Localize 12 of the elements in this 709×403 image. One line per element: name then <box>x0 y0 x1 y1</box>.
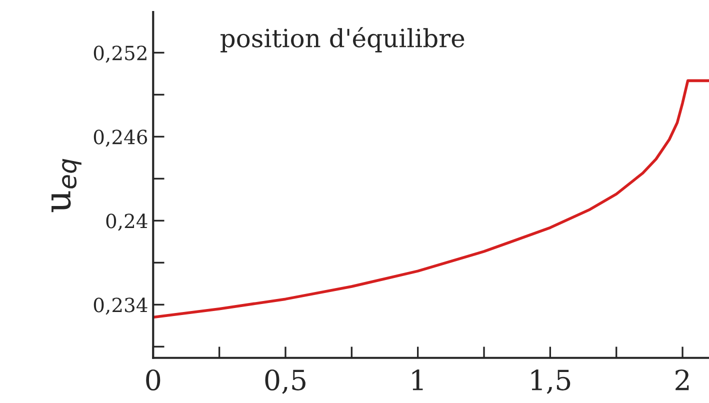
annotation: position d'équilibre <box>220 27 464 52</box>
x-tick-label: 0,5 <box>265 369 306 394</box>
x-tick-label: 2 <box>676 369 689 390</box>
y-tick-label: 0,252 <box>94 46 146 63</box>
y-tick-label: 0,246 <box>94 130 148 147</box>
line-series <box>153 79 709 319</box>
x-tick-label: 1,5 <box>531 369 570 394</box>
y-tick-label: 0,234 <box>94 298 148 315</box>
y-axis-title: u$_{eq}$ <box>52 158 82 212</box>
y-tick-label: 0,24 <box>106 214 148 231</box>
x-tick-label: 1 <box>412 369 423 390</box>
x-tick-label: 0 <box>146 369 160 390</box>
